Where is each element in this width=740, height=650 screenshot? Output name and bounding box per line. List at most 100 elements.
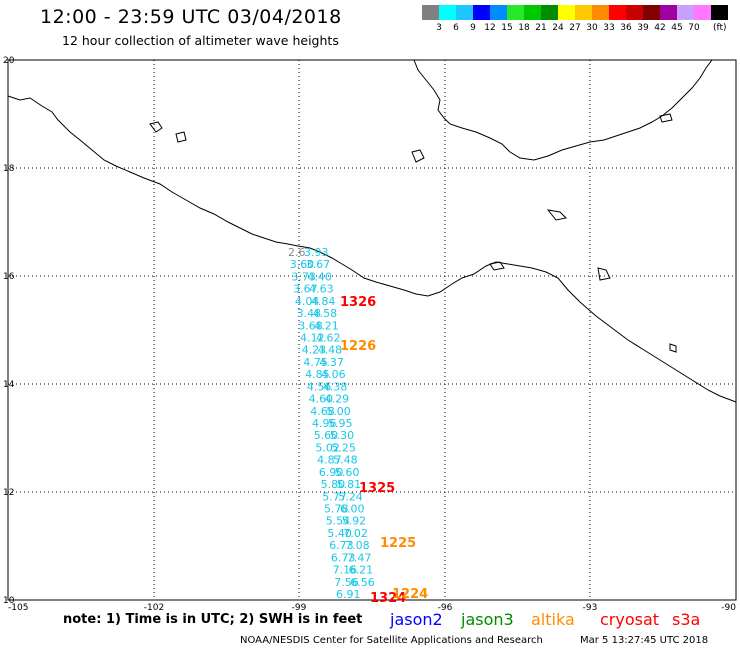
legend-swatch: [507, 5, 524, 20]
swh-value: 4.40: [307, 270, 332, 283]
swh-value: 5.02: [315, 441, 340, 454]
legend-swatch: [711, 5, 728, 20]
satellite-name: cryosat: [600, 610, 660, 629]
gulf-coastline: [413, 59, 713, 161]
legend-swatch: [490, 5, 507, 20]
swh-value: 4.58: [313, 307, 338, 320]
swh-value: 5.24: [338, 490, 363, 503]
swh-value: 6.73: [331, 551, 356, 564]
legend-swatch: [439, 5, 456, 20]
legend-swatch: [456, 5, 473, 20]
legend-label: 27: [569, 23, 581, 33]
swh-value: 4.12: [300, 332, 325, 345]
swh-value: 4.38: [323, 380, 348, 393]
time-label: 1326: [340, 295, 376, 310]
swh-value: 2.6: [288, 246, 306, 259]
longitude-label: -99: [292, 603, 307, 613]
longitude-label: -90: [721, 603, 736, 613]
swh-value: 5.92: [342, 515, 367, 528]
swh-value: 3.73: [291, 270, 316, 283]
swh-value: 5.78: [324, 503, 349, 516]
legend-unit: (ft): [713, 23, 727, 33]
time-label: 1226: [340, 339, 376, 354]
legend-label: 70: [688, 23, 700, 33]
swh-value: 3.48: [297, 307, 322, 320]
legend-label: 39: [637, 23, 649, 33]
swh-value: 5.54: [326, 515, 351, 528]
map-subtitle: 12 hour collection of altimeter wave hei…: [62, 33, 339, 48]
satellite-name: altika: [531, 610, 575, 629]
swh-value: 3.60: [290, 258, 315, 271]
swh-value: 5.77: [322, 490, 347, 503]
swh-value: 4.06: [321, 368, 346, 381]
swh-value: 3.93: [304, 246, 329, 259]
legend-swatch: [575, 5, 592, 20]
latitude-label: 14: [3, 380, 15, 390]
swh-value: 5.80: [321, 478, 346, 491]
time-label: 1225: [380, 536, 416, 551]
legend-label: 9: [470, 23, 476, 33]
longitude-label: -96: [438, 603, 453, 613]
longitude-labels: -105 -102 -99 -96 -93 -90: [8, 603, 736, 613]
swh-value: 4.37: [319, 356, 344, 369]
legend-swatch: [592, 5, 609, 20]
latitude-labels: 20 18 16 14 12 10: [3, 56, 15, 606]
swh-value: 5.48: [333, 454, 358, 467]
swh-value: 4.56: [307, 380, 332, 393]
footer-date: Mar 5 13:27:45 UTC 2018: [580, 635, 709, 646]
islands: [149, 113, 677, 353]
swh-value: 6.90: [319, 466, 344, 479]
swh-value: 4.87: [317, 454, 342, 467]
swh-value: 4.96: [312, 417, 337, 430]
swh-value: 5.00: [326, 405, 351, 418]
swh-value: 4.62: [316, 332, 341, 345]
time-label: 1324: [370, 591, 406, 606]
legend-swatch: [524, 5, 541, 20]
swh-value: 3.68: [298, 319, 323, 332]
legend-swatch: [626, 5, 643, 20]
swh-value: 4.21: [314, 319, 339, 332]
swh-value: 4.68: [310, 405, 335, 418]
swh-value: 4.75: [303, 356, 328, 369]
legend-swatch: [694, 5, 711, 20]
lat-lon-grid: [8, 60, 736, 600]
swh-value: 5.81: [337, 478, 362, 491]
latitude-label: 12: [3, 488, 14, 498]
legend-label: 30: [586, 23, 598, 33]
longitude-label: -93: [583, 603, 598, 613]
swh-value: 5.60: [314, 429, 339, 442]
latitude-label: 20: [3, 56, 15, 66]
legend-swatch: [541, 5, 558, 20]
swh-value: 3.67: [306, 258, 331, 271]
legend-swatch: [677, 5, 694, 20]
swh-value: 4.23: [302, 344, 327, 357]
legend-swatch: [473, 5, 490, 20]
swh-value: 7.47: [347, 551, 372, 564]
swh-value: 4.84: [311, 295, 336, 308]
swh-value: 4.60: [309, 393, 334, 406]
latitude-label: 18: [3, 164, 15, 174]
swh-value: 5.30: [330, 429, 355, 442]
legend-label: 18: [518, 23, 530, 33]
legend-label: 24: [552, 23, 564, 33]
satellite-name: jason3: [461, 610, 514, 629]
map-title: 12:00 - 23:59 UTC 03/04/2018: [40, 6, 342, 28]
note-text: note: 1) Time is in UTC; 2) SWH is in fe…: [63, 612, 363, 627]
color-legend: (ft) 3 6 9 12 15 18 21 24 27 30 33 36 39 42 45 70: [422, 5, 728, 35]
altika-track: 2.63.933.603.673.734.403.674.634.044.843…: [288, 246, 375, 601]
swh-value: 5.25: [331, 441, 356, 454]
longitude-label: -105: [8, 603, 28, 613]
legend-swatch: [558, 5, 575, 20]
swh-value: 6.56: [350, 576, 375, 589]
legend-label: 3: [436, 23, 442, 33]
swh-value: 7.08: [345, 539, 370, 552]
legend-label: 21: [535, 23, 547, 33]
legend-label: 36: [620, 23, 632, 33]
legend-label: 33: [603, 23, 615, 33]
swh-value: 7.56: [334, 576, 359, 589]
longitude-label: -102: [144, 603, 164, 613]
swh-value: 6.91: [336, 588, 361, 601]
